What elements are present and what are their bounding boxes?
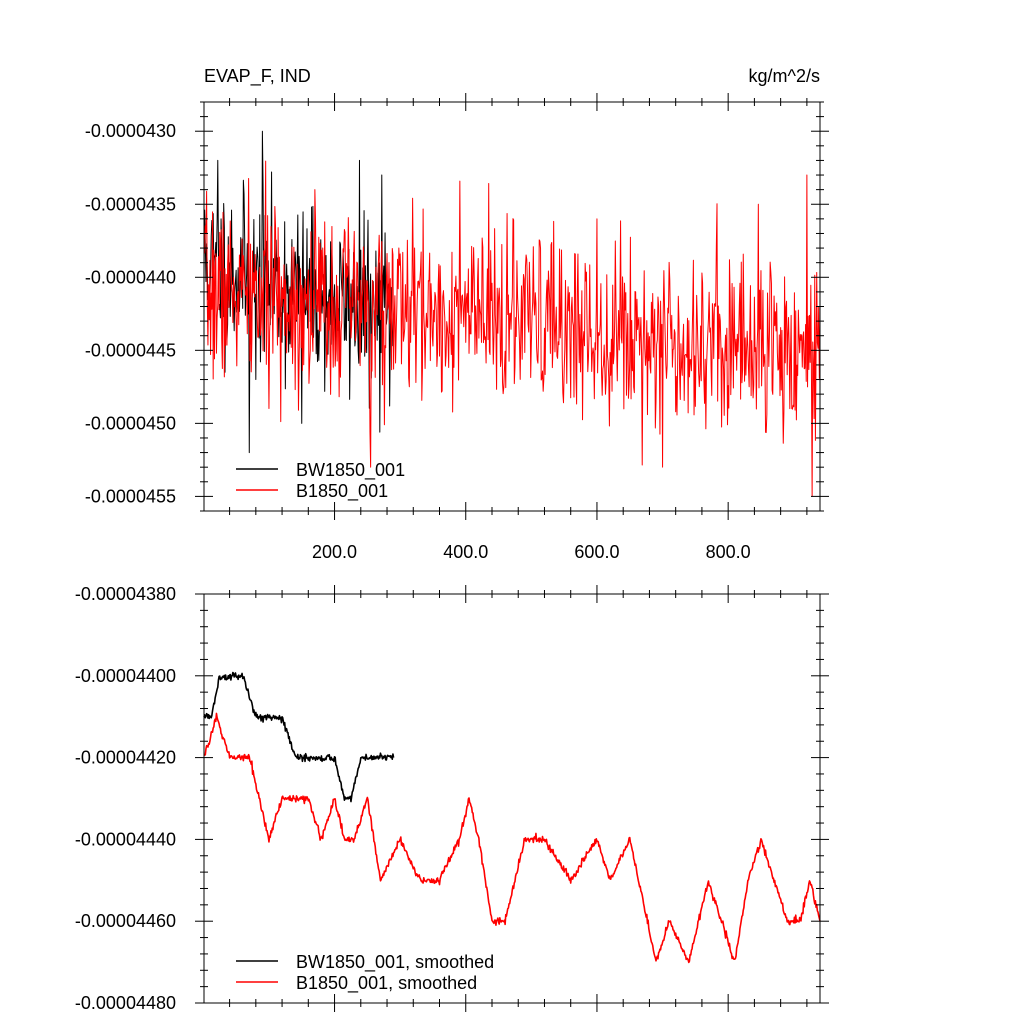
legend-label-bw1850: BW1850_001 [296,460,405,481]
top-legend: BW1850_001 B1850_001 [236,460,405,502]
chart-title: EVAP_F, IND [204,66,311,87]
series-line-b1850-001-smoothed [203,712,821,964]
y-tick-label: -0.0000455 [85,486,176,506]
x-tick-label: 200.0 [312,542,357,562]
x-tick-label: 800.0 [706,542,751,562]
y-tick-label: -0.00004400 [75,666,176,686]
y-tick-label: -0.0000435 [85,194,176,214]
y-tick-label: -0.0000430 [85,121,176,141]
top-series-lines [203,130,821,497]
top-x-axis: 200.0 400.0 600.0 800.0 [229,93,808,562]
y-tick-label: -0.0000445 [85,340,176,360]
y-tick-label: -0.0000450 [85,413,176,433]
panel-top-chart: EVAP_F, IND kg/m^2/s 200.0 400.0 600.0 800.… [85,66,829,562]
chart-units-label: kg/m^2/s [749,66,820,86]
bottom-x-axis [229,585,808,1012]
y-tick-label: -0.00004460 [75,911,176,931]
y-tick-label: -0.00004480 [75,993,176,1013]
legend-label-b1850-smoothed: B1850_001, smoothed [296,973,477,994]
top-y-axis: -0.0000430 -0.0000435 -0.0000440 -0.0000445… [85,101,829,512]
plot-frame-bottom [203,593,821,1004]
legend-label-b1850: B1850_001 [296,481,388,502]
x-tick-label: 400.0 [443,542,488,562]
bottom-legend: BW1850_001, smoothed B1850_001, smoothed [236,952,494,994]
y-tick-label: -0.00004440 [75,829,176,849]
series-line-bw1850-001-smoothed [203,671,395,803]
y-tick-label: -0.00004420 [75,748,176,768]
y-tick-label: -0.0000440 [85,267,176,287]
series-line-b1850-001 [203,160,821,497]
legend-label-bw1850-smoothed: BW1850_001, smoothed [296,952,494,973]
bottom-y-axis: -0.00004380 -0.00004400 -0.00004420 -0.0000… [75,584,829,1013]
y-tick-label: -0.00004380 [75,584,176,604]
panel-bottom-chart: -0.00004380 -0.00004400 -0.00004420 -0.0000… [75,584,829,1013]
x-tick-label: 600.0 [574,542,619,562]
bottom-series-lines [203,671,821,964]
